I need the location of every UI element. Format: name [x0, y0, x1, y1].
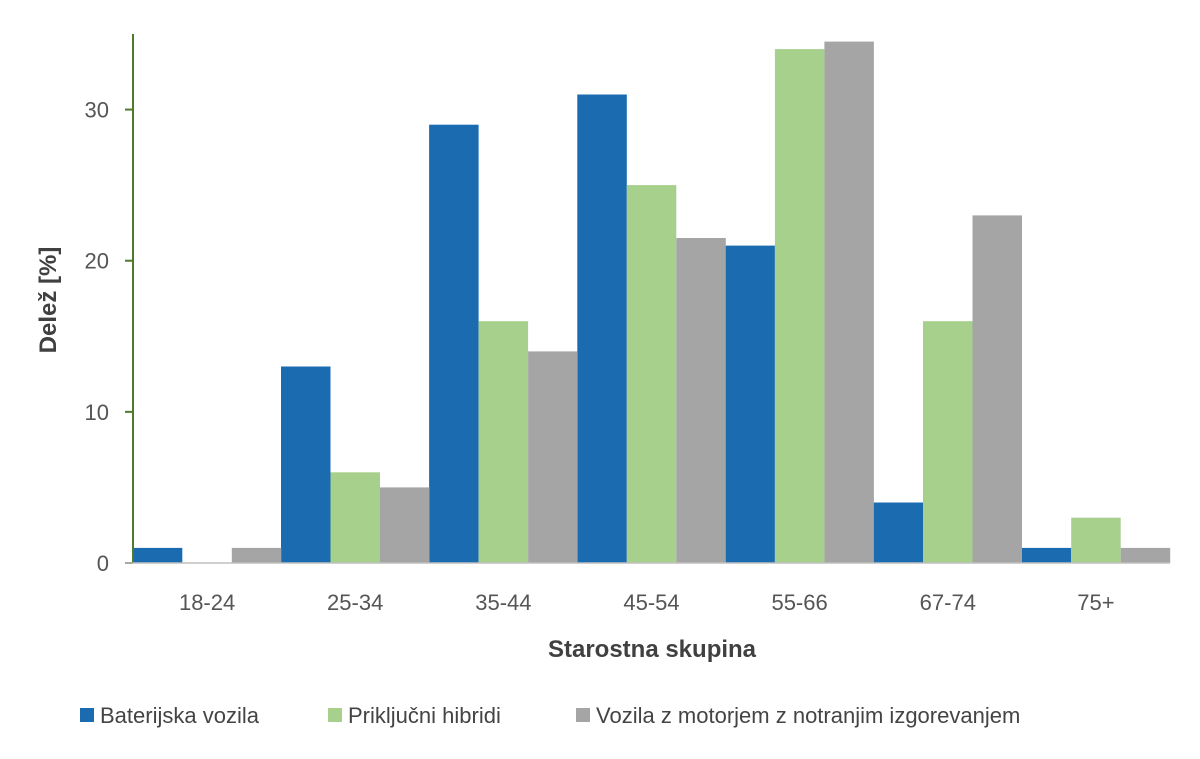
y-tick-label: 30 [85, 98, 109, 123]
x-tick-label-67-74: 67-74 [920, 590, 976, 615]
legend-label: Vozila z motorjem z notranjim izgorevanj… [596, 703, 1020, 728]
bar-67-74-series-1 [873, 502, 923, 563]
x-axis-title: Starostna skupina [548, 636, 757, 663]
bar-67-74-series-2 [923, 321, 973, 563]
legend-swatch [328, 708, 342, 722]
legend-swatch [576, 708, 590, 722]
legend-label: Priključni hibridi [348, 703, 501, 728]
legend-item-1: Baterijska vozila [80, 703, 260, 728]
bar-55-66-series-3 [824, 41, 874, 564]
bars-layer [132, 41, 1171, 564]
x-tick-label-25-34: 25-34 [327, 590, 383, 615]
legend-item-3: Vozila z motorjem z notranjim izgorevanj… [576, 703, 1020, 728]
bar-18-24-series-3 [231, 547, 282, 563]
x-tick-label-55-66: 55-66 [771, 590, 827, 615]
legend-label: Baterijska vozila [100, 703, 260, 728]
y-tick-label: 10 [85, 400, 109, 425]
y-axis-title: Delež [%] [35, 247, 62, 354]
bar-35-44-series-1 [429, 124, 479, 563]
bar-45-54-series-3 [676, 238, 726, 563]
x-tick-label-75+: 75+ [1077, 590, 1114, 615]
legend-item-2: Priključni hibridi [328, 703, 501, 728]
bar-18-24-series-1 [132, 547, 183, 563]
bar-55-66-series-1 [725, 245, 775, 563]
bar-45-54-series-1 [577, 94, 627, 563]
x-tick-label-45-54: 45-54 [623, 590, 679, 615]
legend-swatch [80, 708, 94, 722]
y-axis: 0 10 20 30 [85, 34, 134, 576]
bar-25-34-series-1 [281, 366, 331, 563]
bar-35-44-series-2 [478, 321, 529, 563]
x-tick-label-35-44: 35-44 [475, 590, 531, 615]
bar-67-74-series-3 [972, 215, 1022, 563]
y-tick-label: 0 [97, 551, 109, 576]
bar-25-34-series-2 [330, 472, 380, 563]
bar-55-66-series-2 [774, 49, 825, 564]
bar-35-44-series-3 [528, 351, 578, 563]
bar-75+-series-3 [1120, 547, 1171, 563]
bar-45-54-series-2 [626, 185, 677, 563]
x-axis: 18-24 25-34 35-44 45-54 55-66 67-74 75+ [125, 562, 1170, 615]
legend: Baterijska vozila Priključni hibridi Vozil… [80, 703, 1020, 728]
bar-75+-series-2 [1071, 517, 1121, 563]
bar-75+-series-1 [1021, 547, 1072, 563]
x-tick-label-18-24: 18-24 [179, 590, 235, 615]
y-tick-label: 20 [85, 249, 109, 274]
bar-25-34-series-3 [380, 487, 430, 563]
